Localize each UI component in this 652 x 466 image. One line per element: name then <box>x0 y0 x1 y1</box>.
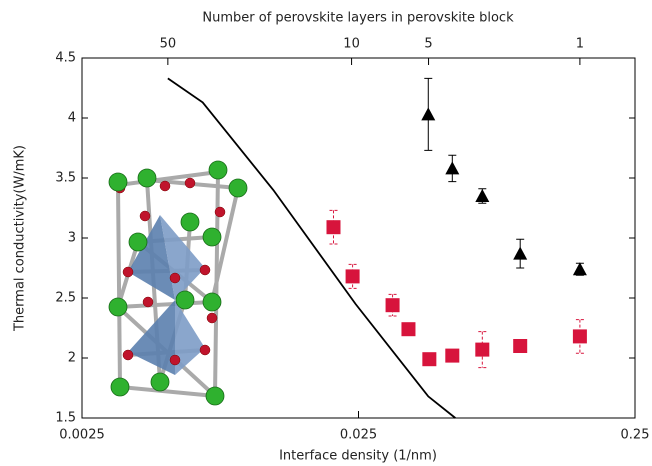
y-tick-label: 2 <box>68 351 76 366</box>
top-tick-label: 5 <box>424 37 432 52</box>
chart: Number of perovskite layers in perovskit… <box>0 0 652 466</box>
y-tick-label: 3.5 <box>55 171 76 186</box>
curve <box>168 78 455 418</box>
y-tick-label: 4 <box>68 111 76 126</box>
y-tick-label: 1.5 <box>55 411 76 426</box>
top-tick-label: 10 <box>343 37 360 52</box>
triangle-marker <box>445 161 459 174</box>
square-marker <box>475 343 489 357</box>
square-marker <box>326 220 340 234</box>
square-marker <box>445 349 459 363</box>
y-tick-label: 3 <box>68 231 76 246</box>
y-axis-title: Thermal conductivity(W/mK) <box>13 145 28 332</box>
square-marker <box>513 339 527 353</box>
square-marker <box>401 322 415 336</box>
top-axis-title: Number of perovskite layers in perovskit… <box>202 11 514 26</box>
y-tick-label: 4.5 <box>55 51 76 66</box>
x-tick-label: 0.025 <box>340 428 377 443</box>
x-tick-label: 0.25 <box>621 428 650 443</box>
triangle-marker <box>573 262 587 275</box>
triangle-marker <box>475 189 489 202</box>
square-marker <box>386 298 400 312</box>
top-tick-label: 50 <box>160 37 177 52</box>
x-axis-title: Interface density (1/nm) <box>279 449 437 464</box>
triangle-marker <box>513 247 527 260</box>
x-tick-label: 0.0025 <box>59 428 105 443</box>
triangle-marker <box>421 107 435 120</box>
square-marker <box>573 329 587 343</box>
square-marker <box>346 269 360 283</box>
square-marker <box>422 352 436 366</box>
crystal-illustration <box>109 161 247 405</box>
top-tick-label: 1 <box>576 37 584 52</box>
y-tick-label: 2.5 <box>55 291 76 306</box>
